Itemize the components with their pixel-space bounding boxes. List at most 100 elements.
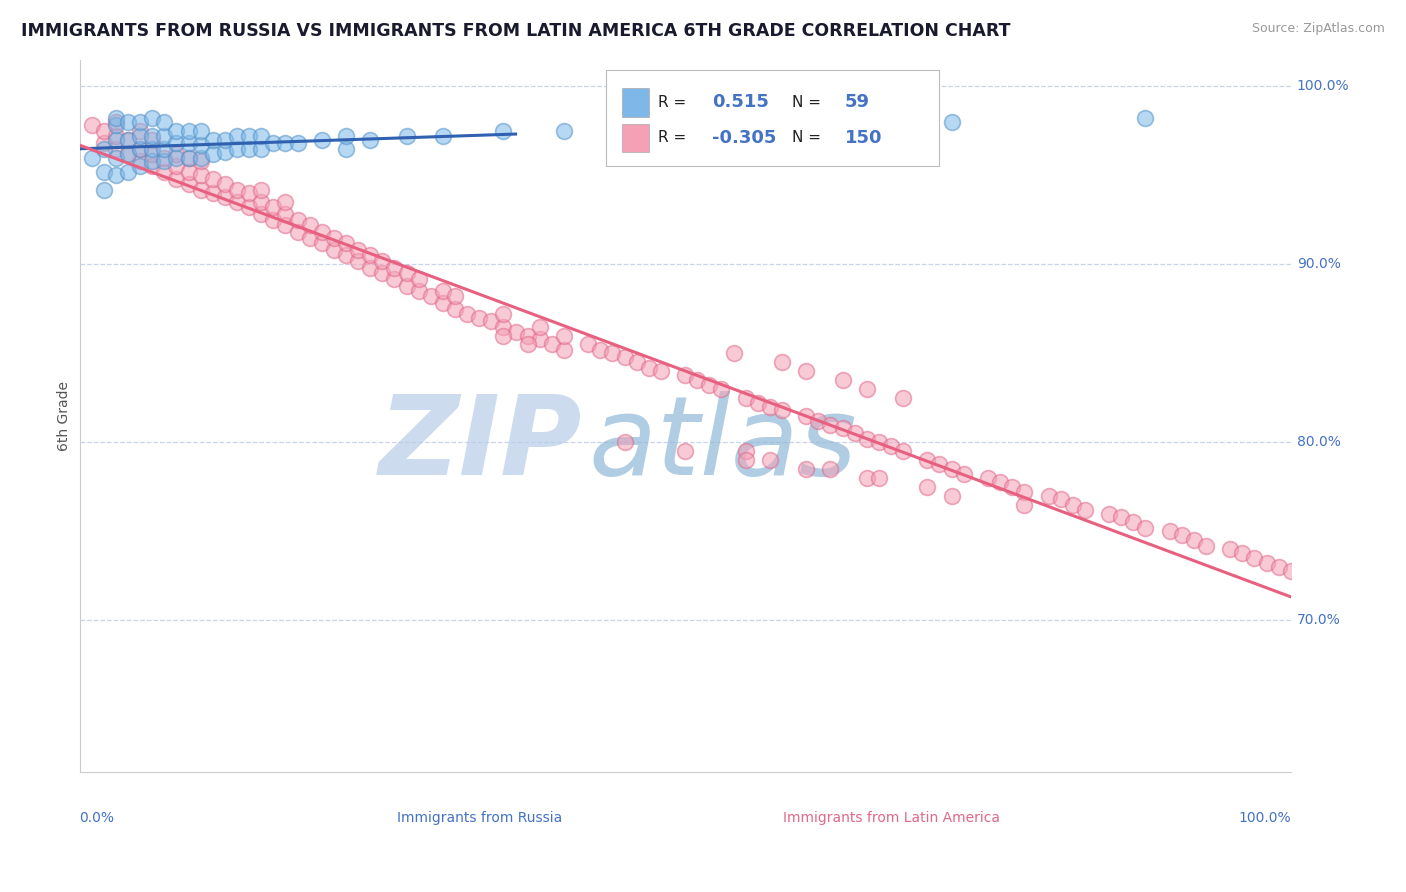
Point xyxy=(1135,112,1157,126)
Point xyxy=(553,328,575,343)
Point xyxy=(456,307,478,321)
Point xyxy=(384,260,406,275)
Text: atlas: atlas xyxy=(588,391,856,498)
Point xyxy=(311,235,333,250)
Point xyxy=(734,453,756,467)
Point xyxy=(444,301,467,316)
Point xyxy=(298,218,321,232)
Point xyxy=(553,124,575,138)
Point xyxy=(250,194,273,209)
Point xyxy=(262,136,284,151)
Point xyxy=(468,310,491,325)
Point xyxy=(141,142,163,156)
Text: R =: R = xyxy=(658,130,686,145)
Point xyxy=(117,133,139,147)
Point xyxy=(177,124,200,138)
Point xyxy=(1195,539,1218,553)
Point xyxy=(794,364,817,378)
Point xyxy=(602,346,624,360)
Point xyxy=(238,186,260,201)
Point xyxy=(408,271,430,285)
Point xyxy=(165,160,187,174)
Point xyxy=(104,129,127,144)
Point xyxy=(190,138,212,153)
Point xyxy=(250,129,273,144)
Point xyxy=(93,165,115,179)
Point xyxy=(214,145,236,160)
Point xyxy=(820,417,842,432)
Point xyxy=(626,355,648,369)
Point xyxy=(104,142,127,156)
Point xyxy=(335,129,357,144)
Point xyxy=(129,142,152,156)
Point xyxy=(177,151,200,165)
Point xyxy=(129,129,152,144)
FancyBboxPatch shape xyxy=(606,70,939,167)
Point xyxy=(1074,503,1097,517)
Text: Source: ZipAtlas.com: Source: ZipAtlas.com xyxy=(1251,22,1385,36)
Point xyxy=(80,151,103,165)
Point xyxy=(153,115,176,129)
Point xyxy=(505,325,527,339)
Point xyxy=(274,194,297,209)
Point xyxy=(432,296,454,310)
Point xyxy=(165,172,187,186)
Point xyxy=(807,414,830,428)
Text: 0.515: 0.515 xyxy=(711,94,769,112)
Point xyxy=(529,332,551,346)
Text: IMMIGRANTS FROM RUSSIA VS IMMIGRANTS FROM LATIN AMERICA 6TH GRADE CORRELATION CH: IMMIGRANTS FROM RUSSIA VS IMMIGRANTS FRO… xyxy=(21,22,1011,40)
Point xyxy=(117,147,139,161)
Y-axis label: 6th Grade: 6th Grade xyxy=(58,381,72,450)
Point xyxy=(104,151,127,165)
Point xyxy=(165,124,187,138)
Point xyxy=(250,183,273,197)
Point xyxy=(1232,546,1254,560)
Point xyxy=(129,142,152,156)
Point xyxy=(226,183,249,197)
Point xyxy=(93,142,115,156)
Text: -0.305: -0.305 xyxy=(711,129,776,147)
Point xyxy=(104,119,127,133)
Text: 0.0%: 0.0% xyxy=(80,811,114,825)
Point xyxy=(856,471,879,485)
Point xyxy=(371,253,394,268)
Point xyxy=(1062,498,1084,512)
Point xyxy=(395,266,418,280)
Point xyxy=(287,136,309,151)
Point xyxy=(141,129,163,144)
Point xyxy=(1049,492,1071,507)
Point xyxy=(117,133,139,147)
Point xyxy=(153,154,176,169)
Point xyxy=(141,112,163,126)
Point xyxy=(637,360,659,375)
Point xyxy=(1267,560,1289,574)
Point xyxy=(250,207,273,221)
Point xyxy=(238,129,260,144)
Point xyxy=(311,225,333,239)
Point xyxy=(165,151,187,165)
Text: Immigrants from Latin America: Immigrants from Latin America xyxy=(783,811,1000,825)
Point xyxy=(492,328,515,343)
Point xyxy=(141,154,163,169)
Text: 100.0%: 100.0% xyxy=(1296,79,1350,94)
Point xyxy=(977,471,1000,485)
Point xyxy=(201,133,224,147)
Point xyxy=(141,133,163,147)
Point xyxy=(262,212,284,227)
Point xyxy=(311,133,333,147)
Point xyxy=(214,178,236,192)
Point xyxy=(673,368,696,382)
Point xyxy=(117,115,139,129)
Point xyxy=(516,328,538,343)
Point xyxy=(190,154,212,169)
Point xyxy=(165,136,187,151)
Point xyxy=(214,133,236,147)
Point xyxy=(298,230,321,244)
Point xyxy=(1279,564,1302,578)
Point xyxy=(1256,557,1278,571)
Text: 90.0%: 90.0% xyxy=(1296,257,1341,271)
Point xyxy=(371,266,394,280)
Point xyxy=(1159,524,1181,539)
Point xyxy=(917,480,939,494)
Point xyxy=(408,284,430,298)
